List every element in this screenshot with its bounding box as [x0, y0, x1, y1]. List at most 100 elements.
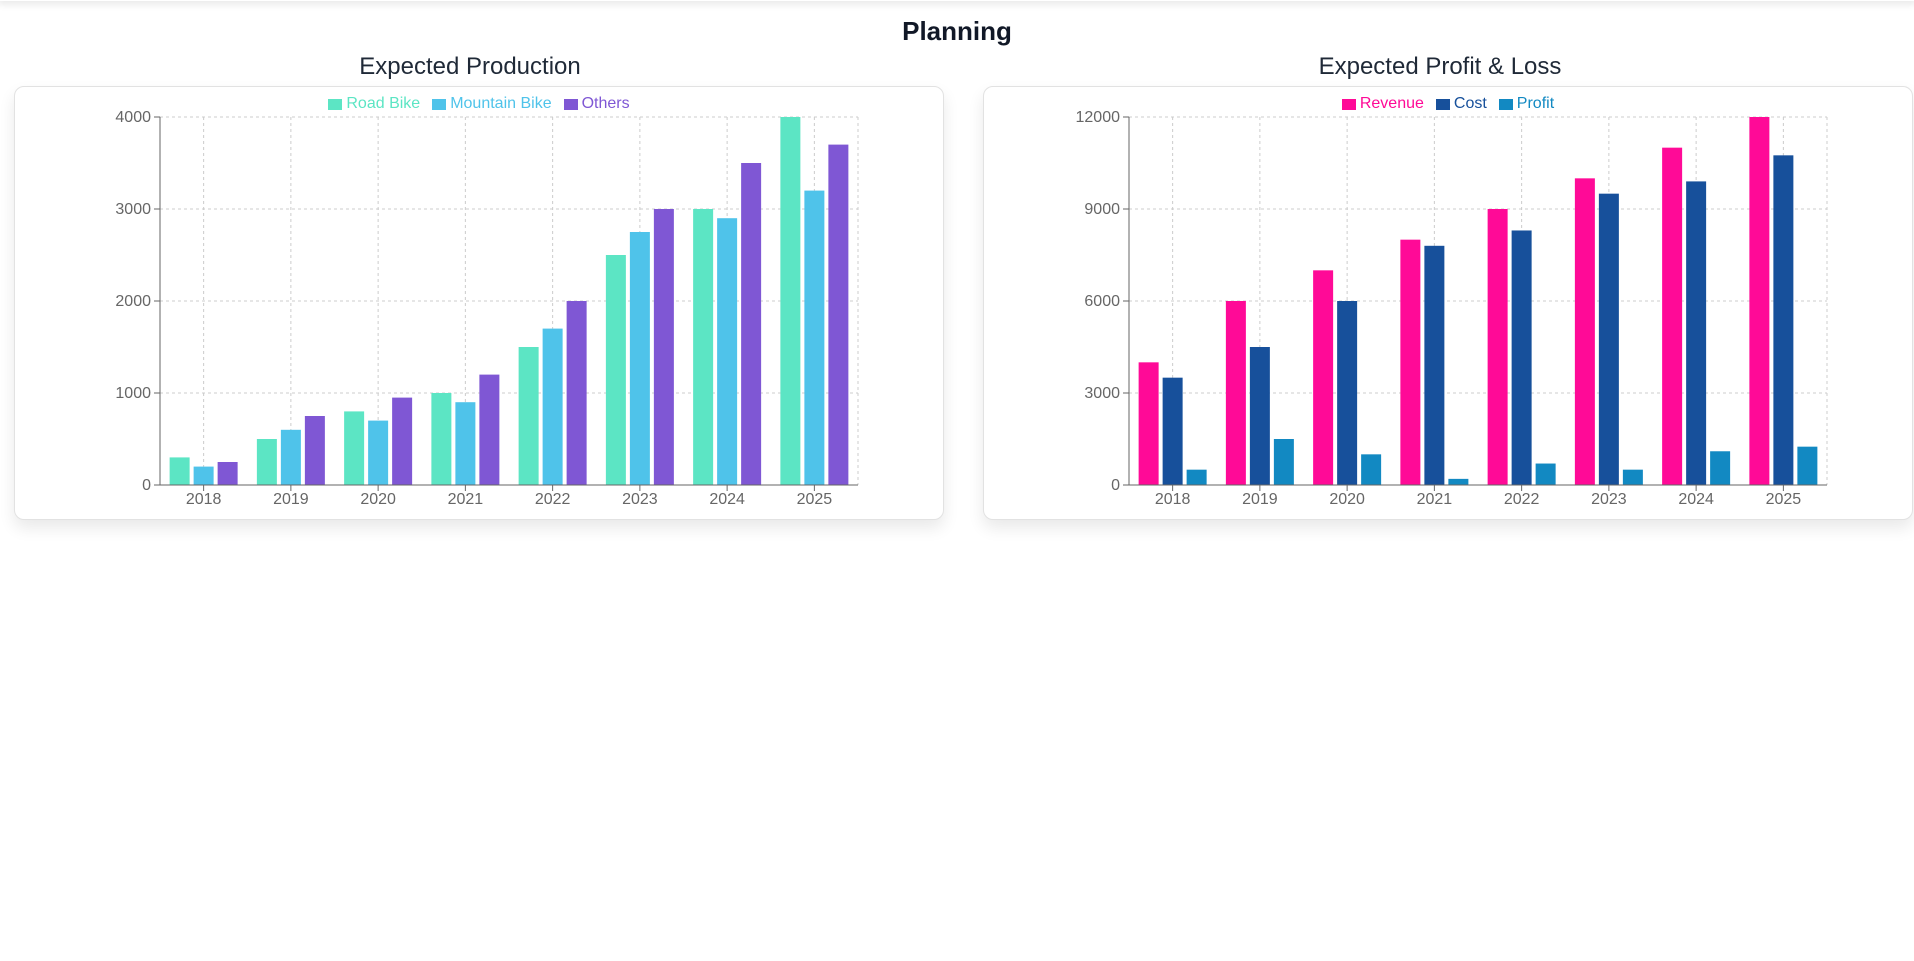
legend-swatch	[1341, 98, 1356, 110]
y-tick-label: 6000	[1084, 293, 1120, 310]
bar	[1773, 155, 1794, 485]
y-tick-label: 2000	[115, 293, 151, 310]
y-tick-label: 3000	[115, 201, 151, 218]
bar	[804, 190, 825, 485]
bar-series	[1162, 155, 1794, 485]
bar	[1138, 362, 1159, 485]
bar	[217, 462, 238, 485]
bar	[169, 457, 190, 485]
bar	[280, 429, 301, 485]
legend-swatch	[563, 98, 578, 110]
y-tick-label: 9000	[1084, 201, 1120, 218]
x-tick-label: 2024	[1678, 491, 1714, 508]
bar	[605, 255, 626, 485]
bar	[1424, 245, 1445, 485]
legend-swatch	[432, 98, 447, 110]
bar	[1710, 451, 1731, 485]
legend-swatch	[328, 98, 343, 110]
bar	[780, 117, 801, 485]
bar	[304, 416, 325, 485]
bar	[1400, 239, 1421, 485]
bar	[1574, 178, 1595, 485]
bar	[693, 209, 714, 485]
bar	[1249, 347, 1270, 485]
bar	[392, 397, 413, 485]
legend-swatch	[1498, 98, 1513, 110]
legend-item-road-bike[interactable]: Road Bike	[328, 95, 420, 113]
bar	[1797, 446, 1818, 485]
bar	[368, 420, 389, 485]
legend-label: Revenue	[1359, 95, 1424, 112]
bar	[566, 301, 587, 485]
bar-series	[193, 190, 825, 485]
bar	[1511, 230, 1532, 485]
production-chart-title: Expected Production	[359, 53, 581, 80]
production-chart-legend: Road Bike Mountain Bike Others	[15, 95, 943, 113]
x-tick-label: 2022	[535, 491, 571, 508]
bar-series	[169, 117, 801, 485]
legend-swatch	[1435, 98, 1450, 110]
bar	[1598, 193, 1619, 485]
bar-series	[1138, 117, 1770, 485]
x-tick-label: 2025	[1766, 491, 1802, 508]
x-tick-label: 2018	[1155, 491, 1191, 508]
y-tick-label: 1000	[115, 385, 151, 402]
x-tick-label: 2025	[797, 491, 833, 508]
x-tick-label: 2023	[622, 491, 658, 508]
bar	[629, 232, 650, 485]
bar	[1225, 301, 1246, 485]
profit-loss-chart-title: Expected Profit & Loss	[1318, 53, 1562, 80]
bar	[1186, 469, 1207, 485]
y-tick-label: 0	[142, 477, 151, 494]
y-tick-label: 3000	[1084, 385, 1120, 402]
x-tick-label: 2020	[1329, 491, 1365, 508]
production-chart: 0 1000 2000 3000 4000 2018 2019 2020 2021 2022 202…	[115, 109, 859, 508]
bar	[1273, 439, 1294, 485]
legend-item-revenue[interactable]: Revenue	[1341, 95, 1424, 113]
x-tick-label: 2021	[1417, 491, 1453, 508]
bar	[1337, 301, 1358, 485]
legend-label: Others	[581, 95, 630, 112]
bar	[1361, 454, 1382, 485]
bar	[1535, 463, 1556, 485]
bar	[1162, 377, 1183, 485]
bar	[741, 163, 762, 485]
bar	[344, 411, 365, 485]
bar	[1487, 209, 1508, 485]
bar	[1662, 147, 1683, 485]
x-tick-label: 2023	[1591, 491, 1627, 508]
top-bar	[0, 0, 1914, 1]
x-tick-label: 2019	[273, 491, 309, 508]
bar	[1448, 478, 1469, 485]
bar	[455, 402, 476, 485]
x-tick-label: 2024	[709, 491, 745, 508]
y-tick-label: 0	[1111, 477, 1120, 494]
bar	[542, 328, 563, 485]
profit-loss-chart-card: 0 3000 6000 9000 12000 2018 2019 2020 2021 2022 20…	[983, 86, 1913, 520]
bar-series	[1186, 439, 1818, 485]
bar	[717, 218, 738, 485]
bar	[1686, 181, 1707, 485]
bar	[479, 374, 500, 485]
bar	[1749, 117, 1770, 485]
x-tick-label: 2022	[1504, 491, 1540, 508]
bar-series	[217, 144, 849, 485]
y-tick-label: 12000	[1076, 109, 1121, 126]
profit-loss-chart: 0 3000 6000 9000 12000 2018 2019 2020 2021 2022 20…	[1076, 109, 1828, 508]
bar	[193, 466, 214, 485]
legend-label: Mountain Bike	[450, 95, 552, 112]
bar	[431, 393, 452, 485]
legend-item-profit[interactable]: Profit	[1498, 95, 1554, 113]
legend-label: Cost	[1453, 95, 1487, 112]
x-tick-label: 2021	[448, 491, 484, 508]
legend-item-cost[interactable]: Cost	[1435, 95, 1487, 113]
legend-item-others[interactable]: Others	[563, 95, 630, 113]
bar	[653, 209, 674, 485]
legend-item-mountain-bike[interactable]: Mountain Bike	[432, 95, 552, 113]
production-chart-card: 0 1000 2000 3000 4000 2018 2019 2020 2021 2022 202…	[14, 86, 944, 520]
x-tick-label: 2020	[360, 491, 396, 508]
bar	[256, 439, 277, 485]
profit-loss-chart-legend: Revenue Cost Profit	[984, 95, 1912, 113]
page-title: Planning	[902, 16, 1012, 46]
bar	[828, 144, 849, 485]
